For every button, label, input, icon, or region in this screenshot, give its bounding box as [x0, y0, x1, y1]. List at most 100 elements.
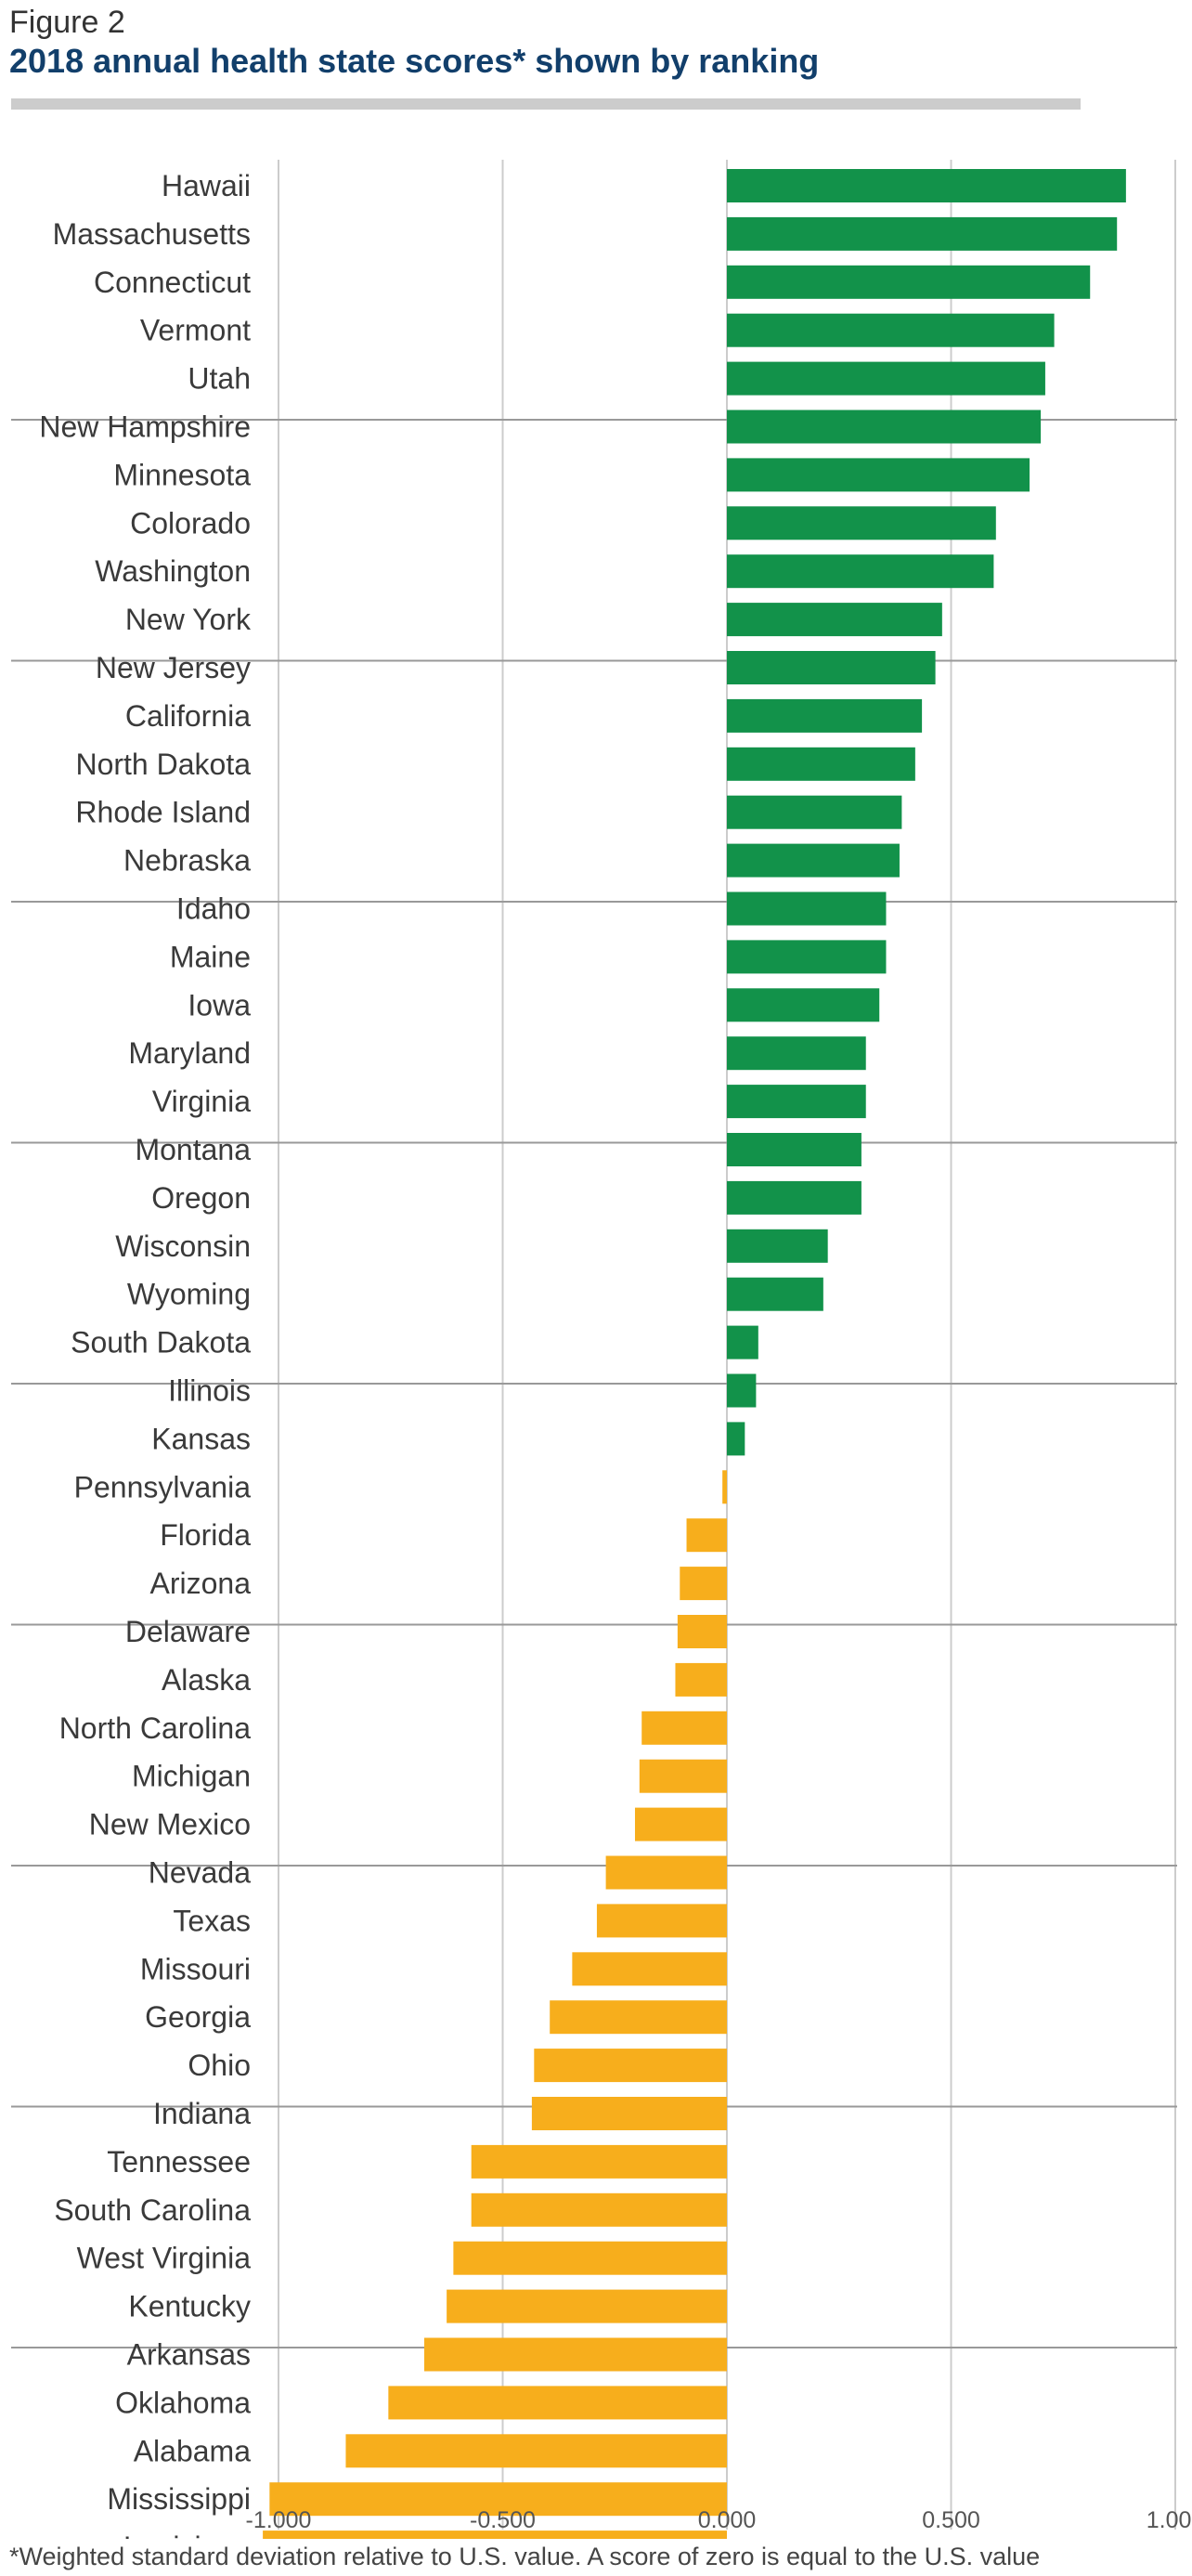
bar-south-carolina	[471, 2192, 727, 2227]
state-label-vermont: Vermont	[140, 314, 251, 347]
bar-mississippi	[269, 2482, 727, 2517]
bar-iowa	[727, 988, 880, 1022]
bar-west-virginia	[453, 2241, 727, 2275]
bar-montana	[727, 1133, 862, 1166]
bar-vermont	[727, 313, 1055, 347]
bar-maryland	[727, 1036, 866, 1071]
state-label-ohio: Ohio	[188, 2049, 251, 2082]
x-axis-ticks: -1.000 -0.500 0.000 0.500 1.000	[246, 2507, 1192, 2533]
state-label-nebraska: Nebraska	[123, 844, 251, 878]
bar-ohio	[534, 2049, 727, 2083]
state-label-tennessee: Tennessee	[107, 2145, 251, 2179]
state-label-new-hampshire: New Hampshire	[39, 410, 251, 444]
bar-massachusetts	[727, 216, 1118, 251]
state-label-north-dakota: North Dakota	[75, 748, 251, 781]
bar-indiana	[531, 2097, 727, 2130]
state-label-virginia: Virginia	[152, 1085, 251, 1118]
bar-hawaii	[727, 169, 1126, 202]
bar-georgia	[550, 2000, 727, 2035]
bar-rhode-island	[727, 795, 902, 829]
state-label-alabama: Alabama	[134, 2434, 252, 2467]
bar-illinois	[727, 1373, 757, 1408]
title-rule	[11, 98, 1081, 110]
state-label-nevada: Nevada	[149, 1856, 252, 1890]
bar-utah	[727, 361, 1045, 396]
bar-tennessee	[471, 2144, 727, 2179]
bar-oregon	[727, 1180, 862, 1215]
bar-michigan	[639, 1759, 727, 1793]
state-label-iowa: Iowa	[188, 988, 251, 1021]
footnote: *Weighted standard deviation relative to…	[9, 2543, 1041, 2570]
state-label-oklahoma: Oklahoma	[115, 2386, 251, 2419]
state-label-new-jersey: New Jersey	[96, 651, 251, 684]
state-label-idaho: Idaho	[176, 892, 251, 926]
bar-north-carolina	[641, 1711, 727, 1745]
bar-missouri	[572, 1952, 727, 1986]
state-label-michigan: Michigan	[132, 1760, 251, 1793]
state-label-texas: Texas	[173, 1904, 251, 1937]
state-label-maine: Maine	[170, 940, 251, 973]
state-label-illinois: Illinois	[168, 1374, 251, 1408]
x-tick-label: 0.500	[922, 2507, 980, 2533]
state-label-louisiana: Louisiana	[123, 2530, 251, 2539]
bar-delaware	[677, 1615, 727, 1648]
state-label-south-dakota: South Dakota	[71, 1326, 251, 1360]
bar-connecticut	[727, 265, 1091, 299]
state-label-montana: Montana	[135, 1133, 251, 1166]
state-label-pennsylvania: Pennsylvania	[74, 1470, 252, 1503]
bar-new-mexico	[634, 1807, 727, 1841]
state-label-indiana: Indiana	[153, 2097, 251, 2130]
state-label-colorado: Colorado	[130, 506, 251, 540]
bar-kansas	[727, 1422, 745, 1456]
bar-colorado	[727, 506, 996, 540]
state-label-florida: Florida	[160, 1518, 251, 1552]
bar-alaska	[675, 1662, 727, 1697]
bar-pennsylvania	[722, 1470, 727, 1504]
state-label-kentucky: Kentucky	[128, 2290, 251, 2323]
state-label-wisconsin: Wisconsin	[115, 1229, 251, 1263]
bar-wyoming	[727, 1277, 823, 1311]
bar-washington	[727, 554, 994, 589]
state-label-california: California	[125, 699, 251, 733]
x-tick-label: 0.000	[698, 2507, 757, 2533]
bar-new-york	[727, 603, 942, 637]
state-label-oregon: Oregon	[151, 1181, 251, 1215]
state-label-washington: Washington	[95, 554, 251, 588]
bar-nevada	[605, 1855, 727, 1890]
state-label-new-mexico: New Mexico	[89, 1808, 251, 1841]
state-label-arkansas: Arkansas	[127, 2338, 251, 2372]
bar-kentucky	[447, 2289, 727, 2323]
state-label-rhode-island: Rhode Island	[75, 796, 251, 829]
state-label-west-virginia: West Virginia	[77, 2242, 252, 2275]
bar-maine	[727, 940, 887, 974]
bar-north-dakota	[727, 747, 915, 781]
state-label-maryland: Maryland	[128, 1036, 251, 1070]
bar-oklahoma	[388, 2386, 727, 2420]
bar-new-hampshire	[727, 410, 1042, 444]
state-label-wyoming: Wyoming	[127, 1278, 251, 1311]
state-label-kansas: Kansas	[151, 1422, 251, 1455]
x-tick-label: 1.000	[1147, 2507, 1192, 2533]
bar-idaho	[727, 891, 887, 926]
state-labels: Hawaii Massachusetts Connecticut Vermont Uta…	[39, 169, 252, 2539]
state-label-delaware: Delaware	[125, 1615, 251, 1648]
state-label-mississippi: Mississippi	[107, 2482, 251, 2516]
bar-virginia	[727, 1085, 866, 1119]
bars	[263, 169, 1126, 2539]
bar-arkansas	[423, 2337, 727, 2372]
bar-california	[727, 698, 923, 733]
state-label-massachusetts: Massachusetts	[53, 217, 251, 251]
x-tick-label: -0.500	[470, 2507, 536, 2533]
state-label-missouri: Missouri	[140, 1952, 251, 1985]
chart-title: 2018 annual health state scores* shown b…	[9, 42, 820, 80]
figure-label: Figure 2	[9, 5, 125, 40]
bar-wisconsin	[727, 1229, 828, 1263]
bar-louisiana	[263, 2530, 727, 2539]
bar-south-dakota	[727, 1325, 758, 1360]
state-label-minnesota: Minnesota	[113, 458, 251, 491]
state-label-utah: Utah	[188, 362, 251, 396]
bar-florida	[686, 1518, 727, 1553]
state-label-south-carolina: South Carolina	[54, 2193, 251, 2227]
bar-arizona	[680, 1567, 727, 1601]
